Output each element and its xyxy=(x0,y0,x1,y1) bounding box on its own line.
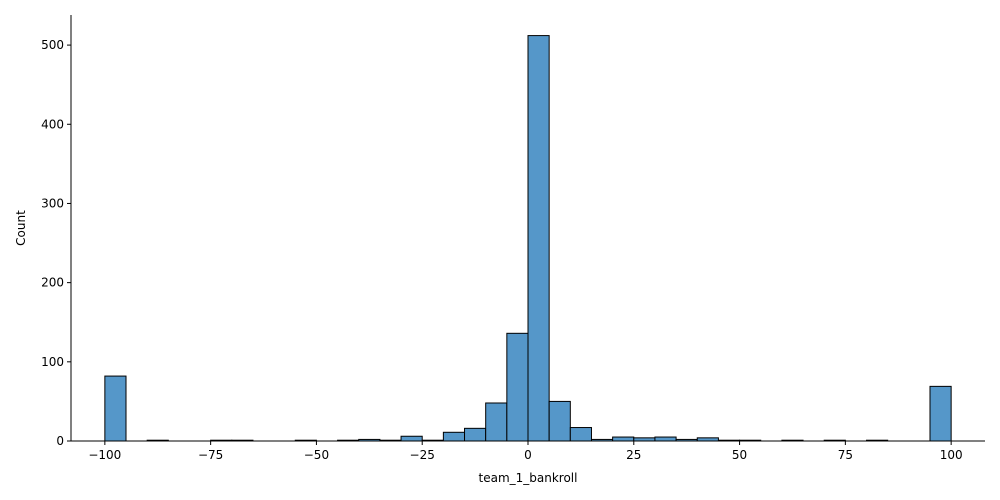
y-tick-label: 400 xyxy=(41,117,64,131)
histogram-bar xyxy=(569,427,592,442)
x-tick-label: 0 xyxy=(524,448,532,462)
histogram-bar xyxy=(104,375,127,442)
y-tick-label: 100 xyxy=(41,355,64,369)
bars-group xyxy=(104,35,952,442)
y-tick-label: 200 xyxy=(41,276,64,290)
histogram-bar xyxy=(612,436,635,442)
x-tick-label: 50 xyxy=(732,448,747,462)
x-tick-label: 75 xyxy=(838,448,853,462)
histogram-bar xyxy=(506,332,529,442)
x-tick-label: −75 xyxy=(198,448,223,462)
y-tick-label: 300 xyxy=(41,196,64,210)
histogram-bar xyxy=(929,385,952,442)
x-tick-label: 25 xyxy=(626,448,641,462)
y-axis-ticks: 0 100 200 300 400 500 xyxy=(41,38,71,448)
histogram-bar xyxy=(464,427,487,442)
x-tick-label: 100 xyxy=(940,448,963,462)
x-tick-label: −25 xyxy=(410,448,435,462)
x-tick-label: −50 xyxy=(304,448,329,462)
histogram-bar xyxy=(442,431,466,442)
y-tick-label: 0 xyxy=(56,434,64,448)
y-tick-label: 500 xyxy=(41,38,64,52)
x-tick-label: −100 xyxy=(88,448,121,462)
histogram-bar xyxy=(485,402,508,442)
x-axis-ticks: −100 −75 −50 −25 0 25 50 75 100 xyxy=(88,441,963,462)
x-axis-label: team_1_bankroll xyxy=(479,471,578,485)
y-axis-label: Count xyxy=(14,210,28,246)
histogram-bar xyxy=(654,436,677,442)
histogram-bar xyxy=(400,435,423,442)
histogram-bar xyxy=(527,35,550,442)
histogram-bar xyxy=(548,400,571,442)
